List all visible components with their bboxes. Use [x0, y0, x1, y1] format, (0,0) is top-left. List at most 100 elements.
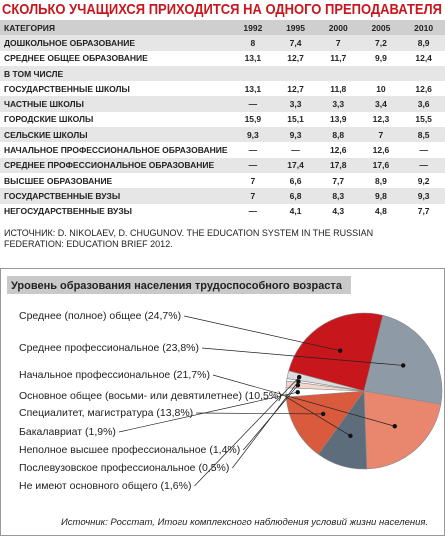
cell: 12,7: [287, 53, 304, 64]
cell: 4,8: [375, 206, 387, 217]
cell: 7: [250, 175, 256, 186]
value-label: (1,6%): [161, 480, 192, 492]
cell: 9,2: [417, 175, 430, 186]
slice-label: Основное общее (восьми- или девятилетнее…: [19, 390, 282, 402]
slice-label: Специалитет, магистратура (13,8%): [19, 407, 193, 419]
row-label: ГОСУДАРСТВЕННЫЕ ВУЗЫ: [0, 188, 232, 204]
leader-line: [118, 391, 298, 433]
category-name: Среднее (полное) общее: [19, 310, 142, 322]
cell: —: [248, 206, 258, 217]
leader-dot: [338, 348, 343, 353]
pie-slice: [363, 390, 442, 470]
leader-line: [196, 412, 324, 415]
column-header: 1992: [231, 20, 275, 36]
table-row: СРЕДНЕЕ ОБЩЕЕ ОБРАЗОВАНИЕ 13,1 12,7 11,7 9,9…: [0, 51, 445, 66]
leader-dot: [295, 389, 300, 395]
category-name: Специалитет, магистратура: [19, 407, 154, 419]
category-name: Бакалавриат: [19, 426, 82, 438]
cell: 12,7: [287, 83, 304, 94]
cell: 15,5: [415, 114, 432, 125]
slice-label: Послевузовское профессиональное (0,5%): [19, 462, 229, 474]
cell: 9,3: [274, 127, 317, 143]
cell: 13,1: [244, 83, 262, 94]
chart: Уровень образования населения трудоспосо…: [7, 276, 443, 528]
title-bar: [7, 276, 351, 294]
value-label: (1,9%): [85, 426, 116, 438]
cell: 8,9: [375, 175, 387, 186]
cell: —: [291, 145, 300, 156]
table-row: СРЕДНЕЕ ПРОФЕССИОНАЛЬНОЕ ОБРАЗОВАНИЕ —17,…: [0, 157, 445, 173]
leader-line: [184, 315, 341, 352]
cell: —: [402, 157, 445, 173]
table-row: ЧАСТНЫЕ ШКОЛЫ —3,3 3,3 3,4 3,6: [0, 96, 445, 112]
leader-dot: [295, 383, 301, 388]
cell: 3,6: [402, 96, 445, 112]
cell: 12,6: [372, 145, 390, 156]
value-label: (13,8%): [156, 407, 193, 419]
cell: 8,9: [402, 35, 445, 51]
cell: 7,7: [417, 206, 430, 217]
cell: 7: [316, 35, 360, 51]
cell: 7: [231, 188, 275, 204]
cell: 12,4: [415, 53, 432, 64]
row-label: ГОРОДСКИЕ ШКОЛЫ: [4, 114, 94, 125]
cell: 4,3: [332, 206, 345, 217]
table-row: ГОРОДСКИЕ ШКОЛЫ 15,9 15,1 13,9 12,3 15,5: [0, 112, 445, 127]
cell: 10: [376, 83, 386, 94]
cell: 8,8: [316, 127, 360, 143]
cell: 9,8: [359, 188, 403, 204]
pie-slice: [363, 314, 443, 405]
empty-cell: [274, 65, 317, 82]
column-header: КАТЕГОРИЯ: [0, 20, 232, 36]
table-row: СЕЛЬСКИЕ ШКОЛЫ 9,3 9,3 8,8 7 8,5: [0, 127, 445, 143]
category-name: Среднее профессиональное: [19, 342, 159, 354]
category-name: Неполное высшее профессиональное: [19, 444, 207, 456]
value-label: (21,7%): [173, 369, 210, 381]
leader-line: [232, 381, 299, 469]
cell: 3,3: [316, 96, 360, 112]
cell: —: [248, 145, 258, 156]
row-label: СРЕДНЕЕ ОБЩЕЕ ОБРАЗОВАНИЕ: [4, 53, 148, 64]
leader-line: [212, 374, 395, 427]
value-label: (10,5%): [245, 390, 282, 402]
empty-cell: [359, 65, 403, 82]
category-name: Основное общее (восьми- или девятилетнее…: [19, 390, 242, 402]
column-header: 2010: [402, 20, 445, 36]
cell: 15,1: [287, 114, 304, 125]
row-label: ГОСУДАРСТВЕННЫЕ ШКОЛЫ: [4, 83, 130, 94]
page-title: СКОЛЬКО УЧАЩИХСЯ ПРИХОДИТСЯ НА ОДНОГО ПР…: [2, 1, 442, 18]
pie-slice: [286, 370, 365, 392]
table-row: ГОСУДАРСТВЕННЫЕ ВУЗЫ 7 6,8 8,3 9,8 9,3: [0, 188, 445, 204]
table-row: ДОШКОЛЬНОЕ ОБРАЗОВАНИЕ 8 7,4 7 7,2 8,9: [0, 35, 445, 51]
table-row: НАЧАЛЬНОЕ ПРОФЕССИОНАЛЬНОЕ ОБРАЗОВАНИЕ — —…: [0, 142, 445, 157]
cell: 8,5: [402, 127, 445, 143]
category-name: Послевузовское профессиональное: [19, 462, 196, 474]
leader-line: [284, 395, 351, 437]
slice-label: Бакалавриат (1,9%): [19, 426, 116, 438]
leader-dot: [296, 374, 302, 380]
chart-title: Уровень образования населения трудоспосо…: [11, 280, 343, 292]
table-row: ВЫСШЕЕ ОБРАЗОВАНИЕ 7 6,6 7,7 8,9 9,2: [0, 173, 445, 188]
row-label: СЕЛЬСКИЕ ШКОЛЫ: [0, 127, 232, 143]
cell: 9,3: [402, 188, 445, 204]
slice-label: Среднее профессиональное (23,8%): [19, 342, 199, 354]
cell: 7: [359, 127, 403, 143]
column-header: 1995: [274, 20, 317, 36]
cell: 17,8: [316, 157, 360, 173]
cell: 8: [231, 35, 275, 51]
leader-dot: [320, 411, 326, 417]
empty-cell: [316, 65, 360, 82]
cell: 7,7: [332, 175, 345, 186]
table-row: НЕГОСУДАРСТВЕННЫЕ ВУЗЫ — 4,1 4,3 4,8 7,7: [0, 204, 445, 219]
row-label: В ТОМ ЧИСЛЕ: [0, 65, 232, 82]
cell: 12,6: [415, 83, 432, 94]
empty-cell: [231, 65, 275, 82]
category-name: Не имеют основного общего: [19, 480, 158, 492]
title-area: СКОЛЬКО УЧАЩИХСЯ ПРИХОДИТСЯ НА ОДНОГО ПР…: [2, 1, 442, 18]
leader-dot: [392, 424, 397, 429]
value-label: (23,8%): [162, 342, 199, 354]
column-header: 2000: [316, 20, 360, 36]
cell: 8,3: [316, 188, 360, 204]
cell: 17,6: [359, 157, 403, 173]
row-label: НАЧАЛЬНОЕ ПРОФЕССИОНАЛЬНОЕ ОБРАЗОВАНИЕ: [4, 145, 228, 156]
